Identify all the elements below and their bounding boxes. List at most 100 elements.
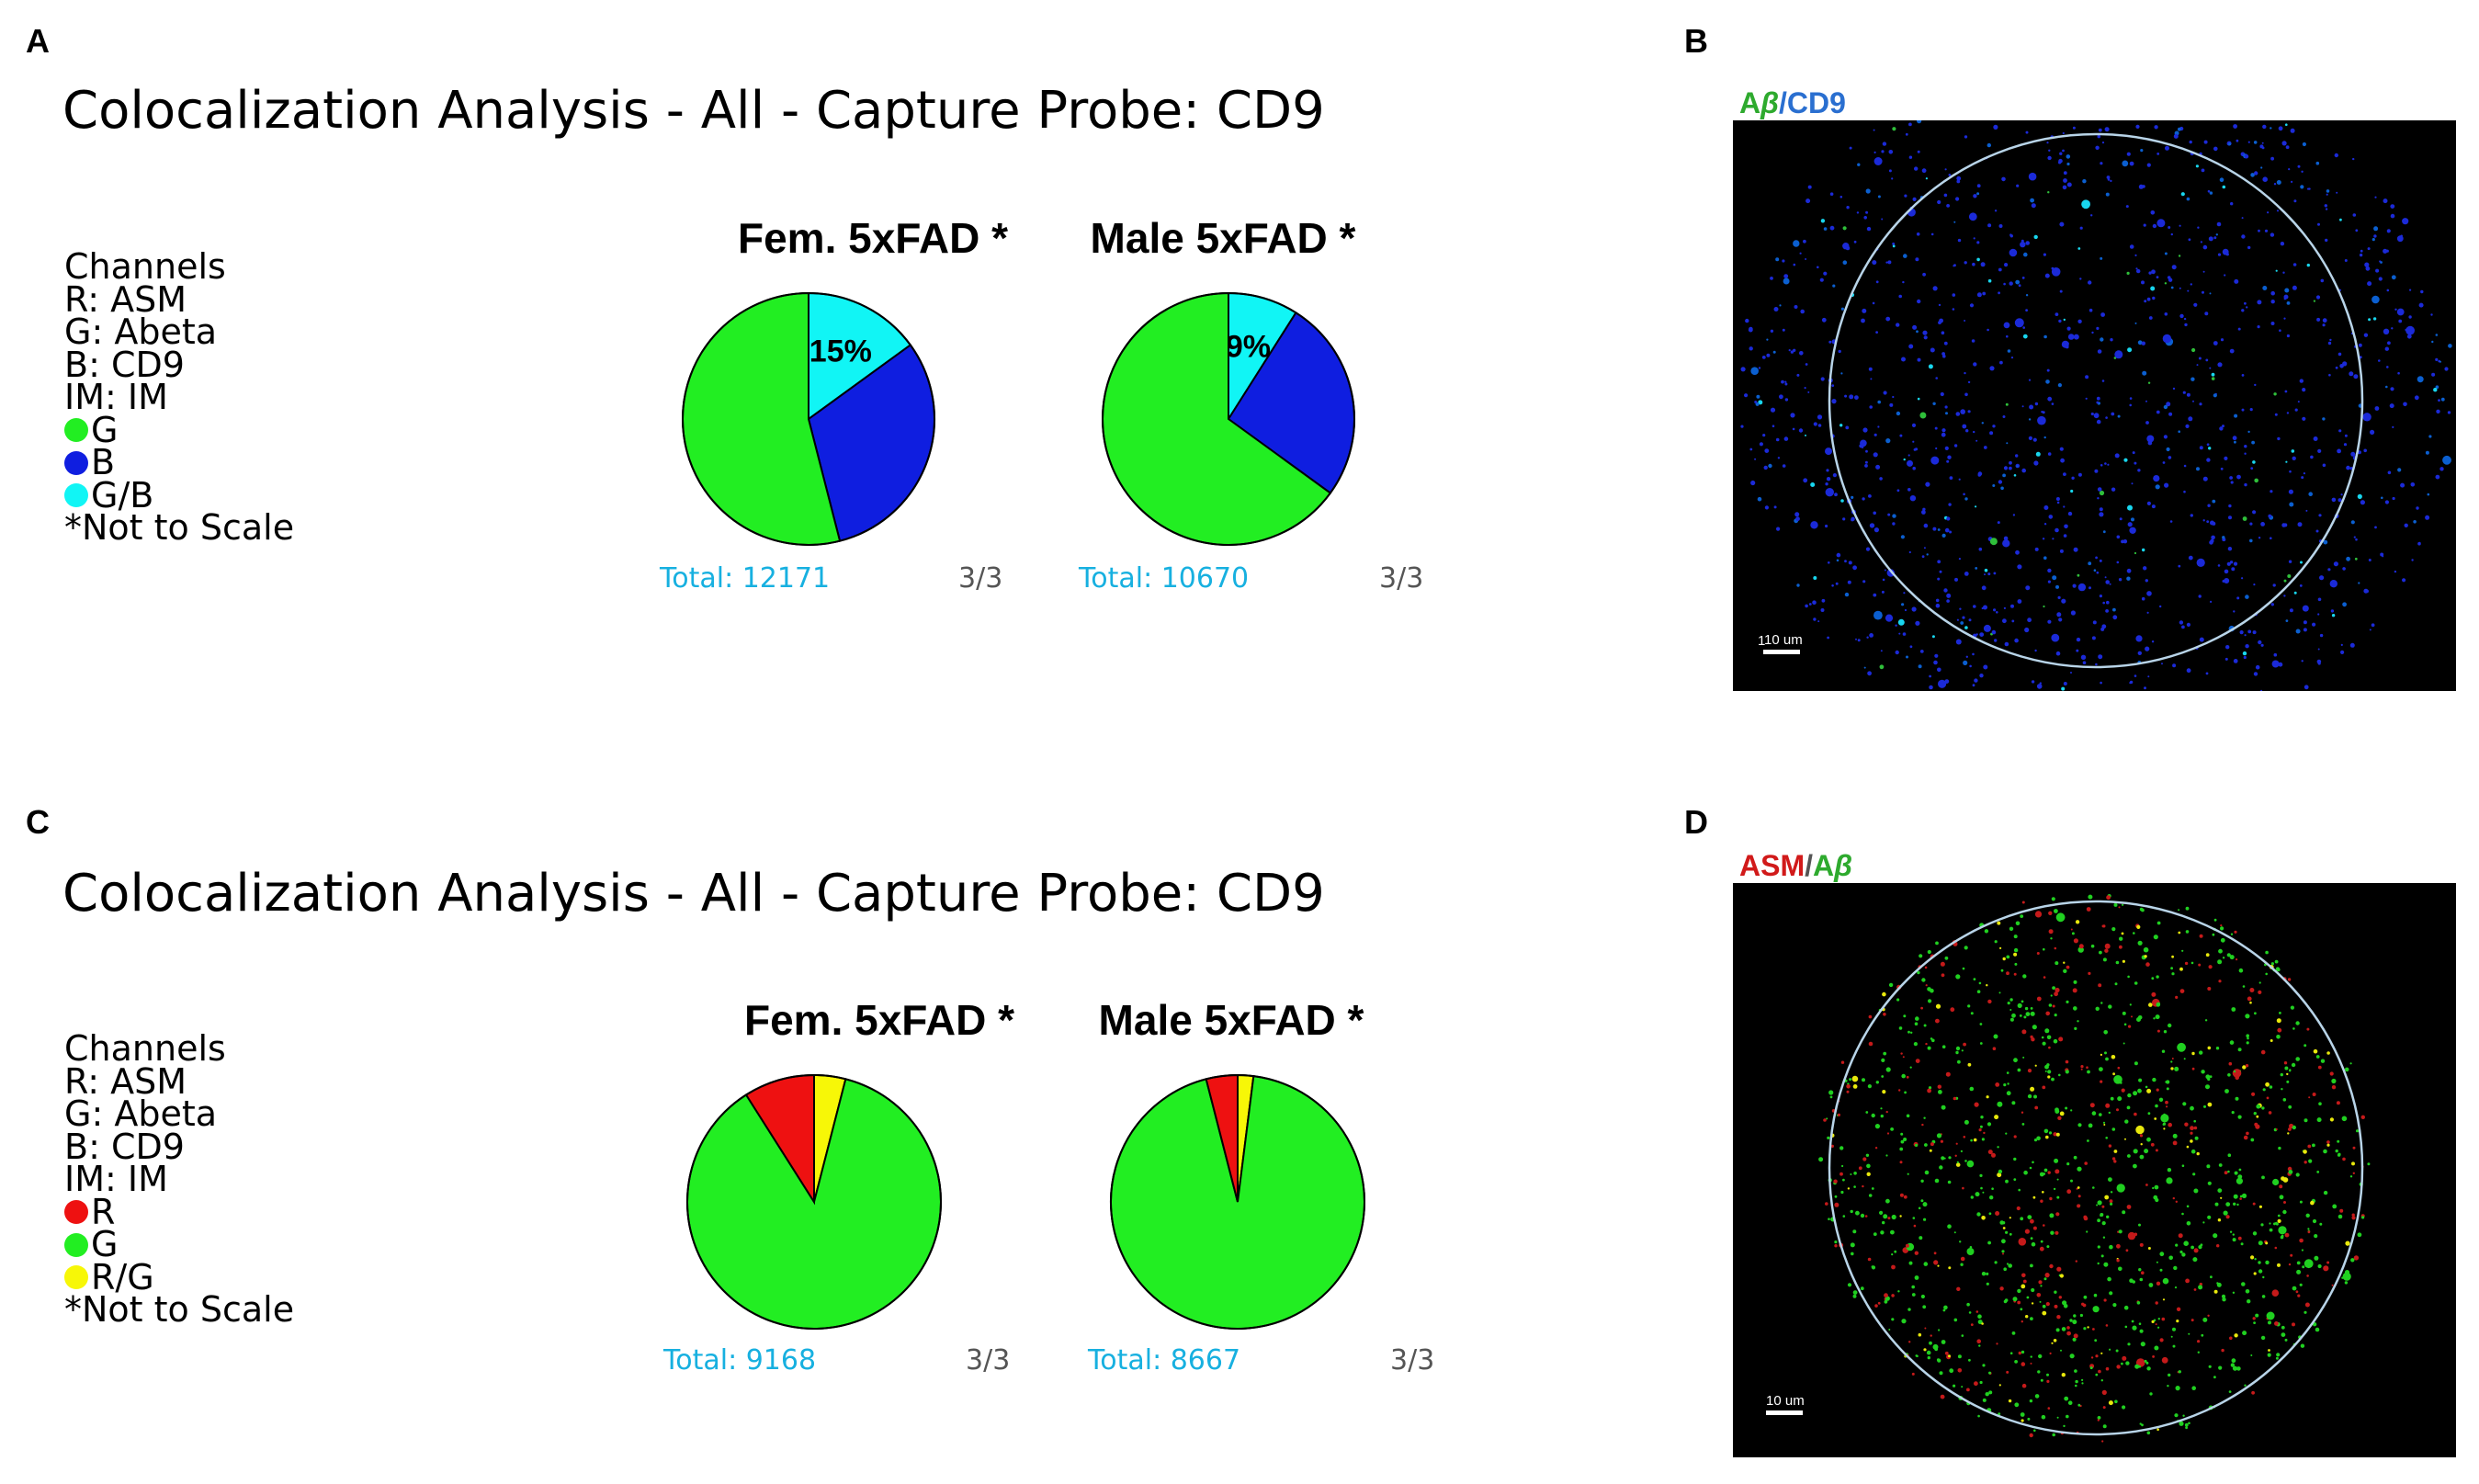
micrograph-particle (1906, 1114, 1910, 1118)
micrograph-particle (1850, 1173, 1852, 1175)
micrograph-particle (2230, 481, 2234, 484)
micrograph-particle (2015, 454, 2019, 458)
micrograph-particle (2257, 325, 2260, 329)
micrograph-particle (2345, 1240, 2350, 1246)
micrograph-particle (2330, 609, 2335, 613)
micrograph-particle (2144, 955, 2147, 958)
micrograph-particle (2228, 504, 2232, 508)
micrograph-particle (2022, 334, 2028, 339)
micrograph-particle (2060, 1349, 2062, 1352)
micrograph-particle (2099, 950, 2102, 955)
micrograph-particle (2155, 484, 2160, 490)
micrograph-particle (2042, 1304, 2046, 1308)
micrograph-particle (1960, 1263, 1964, 1266)
micrograph-particle (1823, 1118, 1827, 1122)
micrograph-particle (2373, 234, 2377, 238)
micrograph-particle (1894, 1250, 1897, 1253)
micrograph-particle (2144, 1359, 2147, 1363)
micrograph-particle (2006, 1370, 2009, 1374)
micrograph-particle (2109, 1348, 2111, 1351)
micrograph-particle (2105, 1324, 2109, 1327)
micrograph-particle (2097, 487, 2102, 492)
micrograph-particle (1854, 395, 1859, 400)
micrograph-particle (2285, 460, 2288, 463)
micrograph-particle (1918, 1206, 1921, 1210)
micrograph-particle (2139, 1277, 2144, 1282)
pie-outline (682, 292, 935, 546)
micrograph-particle (1973, 605, 1976, 608)
micrograph-particle (2255, 1313, 2259, 1318)
micrograph-particle (2304, 1118, 2308, 1123)
micrograph-particle (2364, 262, 2370, 267)
micrograph-particle (2291, 1062, 2296, 1068)
micrograph-particle (1803, 239, 1806, 244)
micrograph-particle (1844, 394, 1848, 398)
micrograph-particle (2008, 1399, 2012, 1403)
micrograph-particle (1800, 309, 1805, 314)
micrograph-particle (1761, 356, 1766, 359)
pie-chart-fem-asm (686, 1073, 942, 1330)
micrograph-particle (2129, 403, 2132, 407)
micrograph-particle (2033, 1094, 2037, 1099)
micrograph-particle (1969, 664, 1972, 668)
micrograph-particle (2110, 1202, 2113, 1206)
micrograph-particle (2058, 1073, 2061, 1077)
micrograph-particle (2178, 931, 2181, 935)
micrograph-particle (1986, 984, 1988, 987)
micrograph-particle (2100, 1002, 2103, 1004)
micrograph-particle (2075, 920, 2080, 924)
micrograph-particle (2119, 517, 2122, 521)
micrograph-particle (2109, 1199, 2113, 1204)
micrograph-particle (1899, 1215, 1902, 1218)
micrograph-particle (2023, 1170, 2028, 1175)
micrograph-particle (2098, 128, 2102, 132)
micrograph-particle (2002, 1252, 2004, 1255)
micrograph-particle (1932, 527, 1937, 531)
micrograph-particle (2042, 1085, 2046, 1090)
micrograph-particle (2010, 357, 2014, 359)
micrograph-particle (2234, 930, 2237, 934)
micrograph-particle (2250, 1138, 2255, 1142)
micrograph-particle (2397, 468, 2402, 472)
micrograph-particle (2052, 575, 2057, 581)
pie-count-label: 3/3 (966, 1344, 1011, 1376)
micrograph-particle (2141, 341, 2145, 346)
micrograph-particle (2077, 247, 2081, 250)
micrograph-particle (2033, 1429, 2036, 1433)
micrograph-particle (2236, 596, 2240, 600)
micrograph-particle (2383, 248, 2388, 254)
micrograph-particle (2260, 643, 2264, 647)
micrograph-particle (1840, 372, 1843, 375)
micrograph-particle (1957, 1354, 1962, 1359)
micrograph-particle (2409, 289, 2412, 291)
micrograph-particle (2145, 1361, 2149, 1365)
micrograph-particle (2252, 1317, 2256, 1320)
micrograph-particle (2269, 1222, 2271, 1225)
micrograph-particle (1997, 521, 2000, 525)
micrograph-particle (2151, 1320, 2155, 1323)
micrograph-particle (2317, 613, 2320, 616)
micrograph-particle (2055, 527, 2059, 533)
micrograph-particle (2276, 180, 2281, 185)
micrograph-particle (2099, 512, 2104, 517)
micrograph-particle (1964, 572, 1969, 576)
micrograph-particle (2027, 1069, 2032, 1073)
micrograph-particle (1972, 684, 1975, 687)
micrograph-particle (1900, 1052, 1903, 1055)
micrograph-particle (1919, 954, 1923, 958)
micrograph-particle (1863, 666, 1866, 669)
micrograph-particle (1924, 1170, 1930, 1175)
micrograph-d-scale-bar (1766, 1410, 1803, 1415)
micrograph-particle (2162, 1298, 2166, 1301)
micrograph-particle (2159, 605, 2162, 608)
micrograph-particle (2073, 938, 2078, 944)
micrograph-particle (2136, 1017, 2141, 1022)
micrograph-particle (2331, 1078, 2337, 1084)
micrograph-particle (2072, 583, 2077, 588)
micrograph-particle (2108, 1177, 2112, 1182)
micrograph-particle (1976, 292, 1982, 298)
micrograph-particle (2209, 367, 2212, 369)
micrograph-particle (2435, 474, 2440, 480)
micrograph-particle (2211, 535, 2215, 540)
micrograph-particle (2265, 1260, 2270, 1265)
